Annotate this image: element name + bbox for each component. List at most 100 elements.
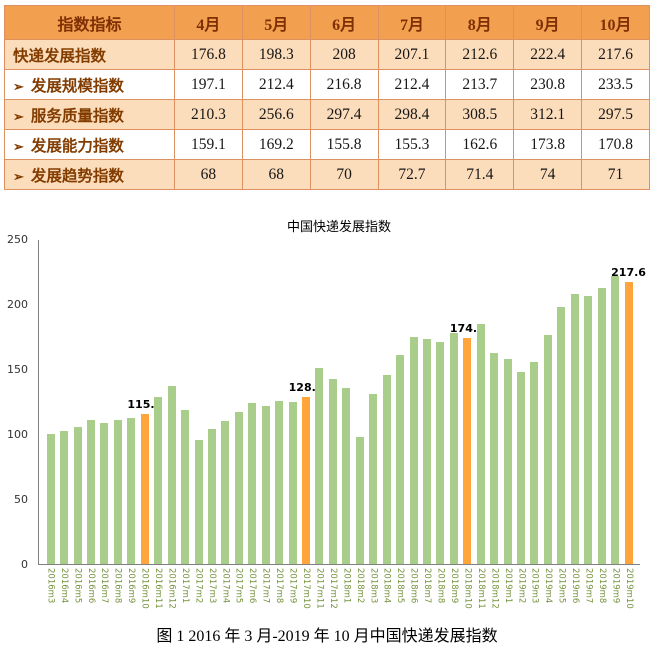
- bar-2018m9: [449, 333, 458, 564]
- value-cell: 230.8: [513, 69, 583, 100]
- bar-2017m9: [288, 402, 297, 564]
- bar-slot: 217.6: [611, 240, 646, 564]
- bar-2018m5: [396, 355, 405, 564]
- x-tick-label: 2018m5: [395, 568, 406, 604]
- x-tick-label: 2016m10: [139, 568, 150, 609]
- bar-slot: [219, 240, 232, 564]
- x-tick-label: 2016m4: [58, 568, 69, 604]
- bar-2017m3: [207, 429, 216, 564]
- value-cell: 298.4: [377, 99, 447, 130]
- x-tick-label: 2019m6: [570, 568, 581, 604]
- y-tick-label: 50: [14, 493, 28, 506]
- bar-2016m10: [140, 414, 149, 564]
- bar-2018m2: [355, 437, 364, 564]
- x-label-slot: 2019m9: [608, 566, 621, 622]
- row-label-cell: ➢ 服务质量指数: [4, 99, 175, 130]
- x-label-slot: 2018m8: [433, 566, 446, 622]
- x-label-slot: 2019m4: [541, 566, 554, 622]
- bar-slot: [353, 240, 366, 564]
- x-tick-label: 2018m2: [354, 568, 365, 604]
- index-table-section: 指数指标 4月 5月 6月 7月 8月 9月 10月 快递发展指数 176.8 198.3 208 2…: [0, 0, 654, 190]
- x-label-slot: 2018m6: [406, 566, 419, 622]
- x-tick-label: 2017m5: [233, 568, 244, 604]
- bar-2019m7: [584, 295, 593, 564]
- x-tick-label: 2017m7: [260, 568, 271, 604]
- x-tick-label: 2019m8: [596, 568, 607, 604]
- bar-slot: [71, 240, 84, 564]
- bar-2016m3: [46, 434, 55, 564]
- bar-2018m7: [422, 338, 431, 564]
- plot-area: 115.5 128.6 174.4 217.6: [38, 240, 646, 565]
- x-label-slot: 2018m7: [420, 566, 433, 622]
- bar-2019m5: [557, 307, 566, 564]
- x-tick-label: 2018m8: [435, 568, 446, 604]
- x-tick-label: 2016m7: [99, 568, 110, 604]
- bar-slot: [111, 240, 124, 564]
- bar-slot: [595, 240, 608, 564]
- value-cell: 173.8: [513, 129, 583, 160]
- bar-slot: [57, 240, 70, 564]
- bar-slot: [178, 240, 191, 564]
- x-tick-label: 2018m12: [489, 568, 500, 609]
- x-label-slot: 2016m8: [110, 566, 123, 622]
- bar-slot: [192, 240, 205, 564]
- x-tick-label: 2019m5: [556, 568, 567, 604]
- x-label-slot: 2019m8: [595, 566, 608, 622]
- bar-slot: [165, 240, 178, 564]
- x-label-slot: 2017m9: [285, 566, 298, 622]
- x-label-slot: 2017m1: [178, 566, 191, 622]
- x-label-slot: 2018m12: [487, 566, 500, 622]
- value-cell: 155.3: [377, 129, 447, 160]
- bar-2019m4: [543, 334, 552, 564]
- bar-2018m3: [369, 394, 378, 564]
- x-tick-label: 2017m1: [179, 568, 190, 604]
- bar-value-label: 174.4: [449, 321, 485, 335]
- chart-title: 中国快递发展指数: [286, 220, 391, 235]
- y-tick-label: 250: [7, 233, 28, 246]
- arrow-bullet-icon: ➢: [13, 138, 24, 154]
- x-label-slot: 2016m9: [124, 566, 137, 622]
- table-row: ➢ 发展规模指数 197.1 212.4 216.8 212.4 213.7 230.8 233…: [4, 69, 650, 100]
- x-tick-label: 2017m8: [274, 568, 285, 604]
- row-label: 发展趋势指数: [30, 167, 124, 185]
- x-label-slot: 2016m3: [43, 566, 56, 622]
- y-tick-label: 150: [7, 363, 28, 376]
- bar-chart: 中国快递发展指数 0 50 100 150 200 250 115.5 128.6 174.4…: [0, 200, 654, 609]
- x-label-slot: 2019m1: [500, 566, 513, 622]
- table-row: 快递发展指数 176.8 198.3 208 207.1 212.6 222.4 217.6: [4, 39, 650, 70]
- bar-slot: [582, 240, 595, 564]
- col-header-month: 8月: [445, 5, 515, 40]
- bar-slot: [393, 240, 406, 564]
- table-row: ➢ 服务质量指数 210.3 256.6 297.4 298.4 308.5 312.1 297…: [4, 99, 650, 130]
- bar-value-label: 128.6: [288, 381, 324, 395]
- x-tick-label: 2016m5: [72, 568, 83, 604]
- x-label-slot: 2016m10: [137, 566, 150, 622]
- y-tick-label: 100: [7, 428, 28, 441]
- x-label-slot: 2017m3: [204, 566, 217, 622]
- x-tick-label: 2018m6: [408, 568, 419, 604]
- row-label: 快递发展指数: [13, 47, 107, 65]
- bar-slot: [272, 240, 285, 564]
- bar-2016m9: [127, 417, 136, 564]
- bar-2019m1: [503, 359, 512, 564]
- x-tick-label: 2017m2: [193, 568, 204, 604]
- table-header-row: 指数指标 4月 5月 6月 7月 8月 9月 10月: [4, 5, 650, 40]
- x-label-slot: 2016m5: [70, 566, 83, 622]
- value-cell: 71.4: [445, 159, 515, 190]
- bar-2018m10: [463, 337, 472, 564]
- bar-area: 115.5 128.6 174.4 217.6: [39, 240, 646, 564]
- table-body: 快递发展指数 176.8 198.3 208 207.1 212.6 222.4 217.6 ➢…: [4, 39, 650, 190]
- x-tick-label: 2019m4: [543, 568, 554, 604]
- x-label-slot: 2017m5: [231, 566, 244, 622]
- x-label-slot: 2018m9: [447, 566, 460, 622]
- row-label-cell: 快递发展指数: [4, 39, 175, 70]
- bar-slot: [608, 240, 621, 564]
- value-cell: 170.8: [581, 129, 650, 160]
- x-tick-label: 2017m4: [220, 568, 231, 604]
- value-cell: 208: [309, 39, 379, 70]
- bar-slot: 174.4: [450, 240, 485, 564]
- bar-2016m7: [100, 423, 109, 564]
- x-label-slot: 2019m3: [527, 566, 540, 622]
- bar-2017m4: [221, 421, 230, 564]
- value-cell: 159.1: [174, 129, 243, 160]
